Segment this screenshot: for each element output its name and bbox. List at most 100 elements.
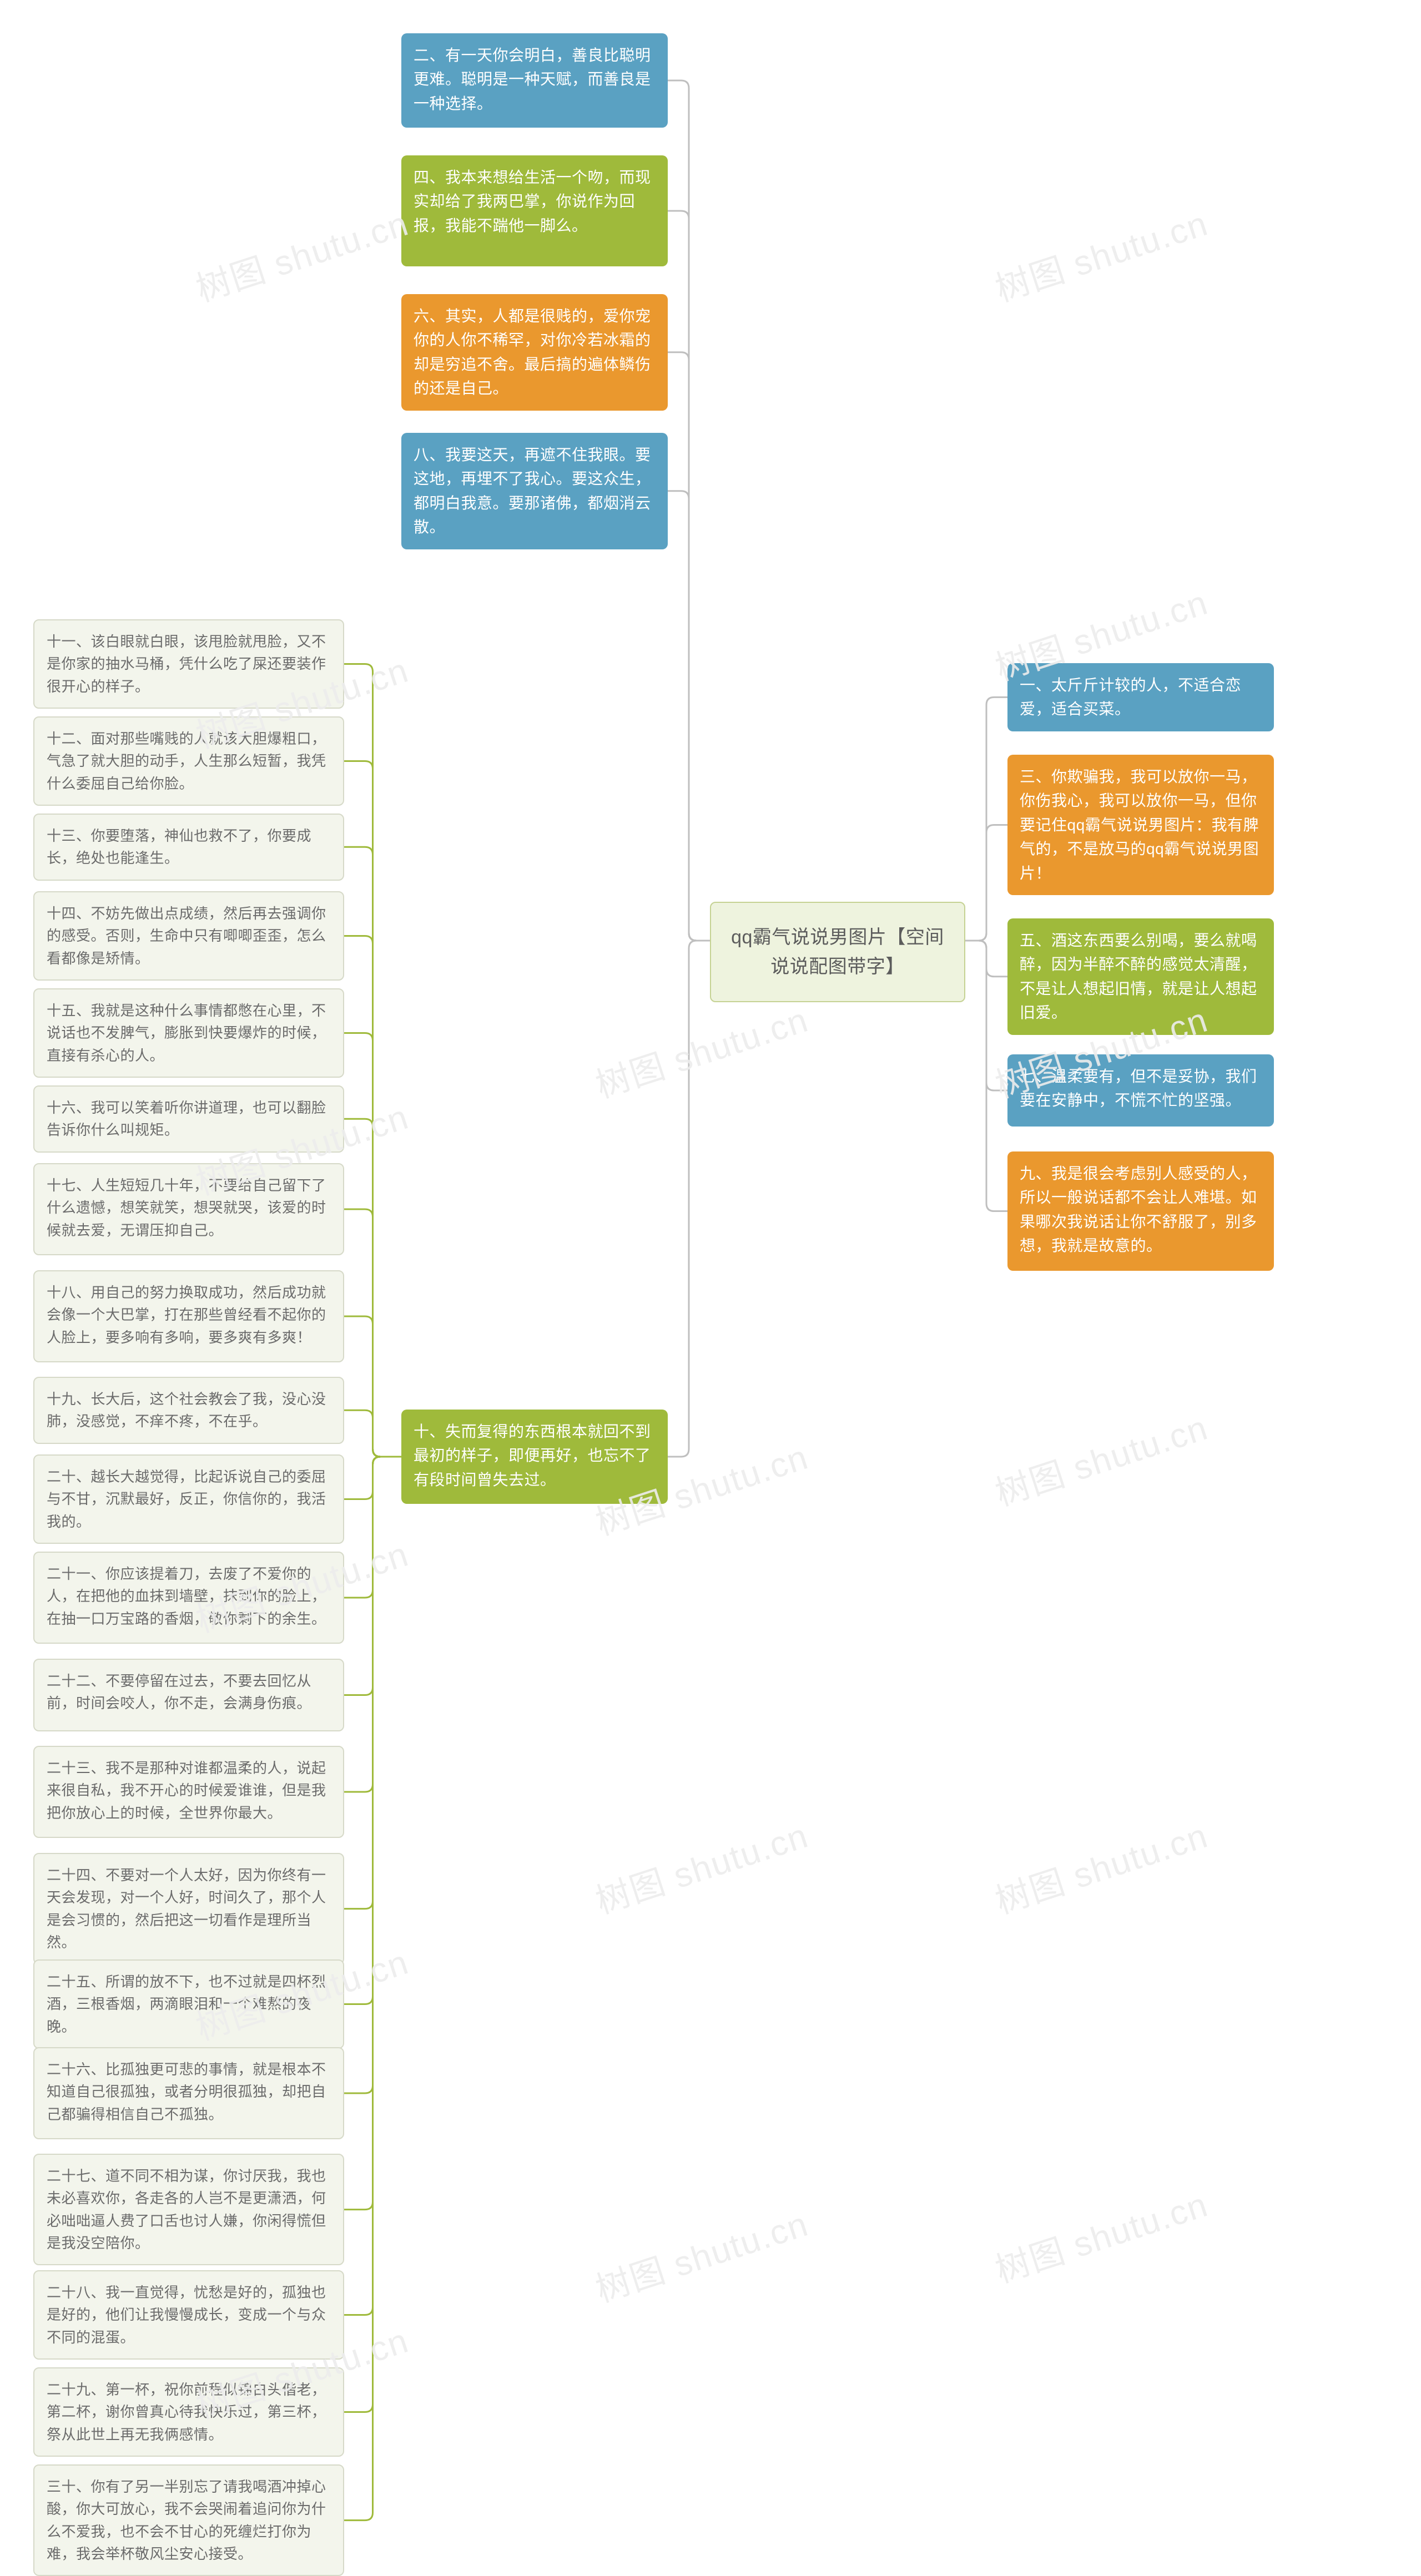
mindmap-leaf-node[interactable]: 十三、你要堕落，神仙也救不了，你要成长，绝处也能逢生。: [33, 814, 344, 881]
node-text: 二十七、道不同不相为谋，你讨厌我，我也未必喜欢你，各走各的人岂不是更潇洒，何必咄…: [47, 2168, 326, 2251]
mindmap-edge: [965, 941, 1007, 977]
mindmap-edge: [344, 761, 401, 1457]
mindmap-edge: [668, 80, 710, 941]
mindmap-edge: [344, 1316, 401, 1457]
mindmap-edge: [965, 941, 1007, 1090]
mindmap-edge: [344, 936, 401, 1457]
node-text: 十四、不妨先做出点成绩，然后再去强调你的感受。否则，生命中只有唧唧歪歪，怎么看都…: [47, 905, 326, 967]
mindmap-leaf-node[interactable]: 二十三、我不是那种对谁都温柔的人，说起来很自私，我不开心的时候爱谁谁，但是我把你…: [33, 1746, 344, 1838]
mindmap-edge: [668, 491, 710, 941]
mindmap-edge: [344, 1457, 401, 1792]
node-text: 二十六、比孤独更可悲的事情，就是根本不知道自己很孤独，或者分明很孤独，却把自己都…: [47, 2061, 326, 2123]
mindmap-leaf-node[interactable]: 二十、越长大越觉得，比起诉说自己的委屈与不甘，沉默最好，反正，你信你的，我活我的…: [33, 1454, 344, 1544]
mindmap-edge: [668, 941, 710, 1457]
node-text: 二十九、第一杯，祝你前程似锦白头偕老，第二杯，谢你曾真心待我快乐过，第三杯，祭从…: [47, 2381, 326, 2443]
mindmap-edge: [344, 1457, 401, 2004]
mindmap-edge: [344, 1457, 401, 1499]
node-text: 四、我本来想给生活一个吻，而现实却给了我两巴掌，你说作为回报，我能不踹他一脚么。: [414, 169, 651, 234]
mindmap-leaf-node[interactable]: 二十七、道不同不相为谋，你讨厌我，我也未必喜欢你，各走各的人岂不是更潇洒，何必咄…: [33, 2154, 344, 2265]
mindmap-branch-node[interactable]: 十、失而复得的东西根本就回不到最初的样子，即便再好，也忘不了有段时间曾失去过。: [401, 1410, 668, 1504]
node-text: 二十四、不要对一个人太好，因为你终有一天会发现，对一个人好，时间久了，那个人是会…: [47, 1867, 326, 1951]
mindmap-edge: [344, 1457, 401, 1695]
mindmap-edge: [344, 1457, 401, 1909]
node-text: 十六、我可以笑着听你讲道理，也可以翻脸告诉你什么叫规矩。: [47, 1099, 326, 1138]
node-text: 十一、该白眼就白眼，该甩脸就甩脸，又不是你家的抽水马桶，凭什么吃了屎还要装作很开…: [47, 633, 326, 695]
mindmap-leaf-node[interactable]: 二十九、第一杯，祝你前程似锦白头偕老，第二杯，谢你曾真心待我快乐过，第三杯，祭从…: [33, 2367, 344, 2457]
mindmap-leaf-node[interactable]: 十七、人生短短几十年，不要给自己留下了什么遗憾，想笑就笑，想哭就哭，该爱的时候就…: [33, 1163, 344, 1255]
mindmap-leaf-node[interactable]: 十四、不妨先做出点成绩，然后再去强调你的感受。否则，生命中只有唧唧歪歪，怎么看都…: [33, 891, 344, 981]
mindmap-leaf-node[interactable]: 十八、用自己的努力换取成功，然后成功就会像一个大巴掌，打在那些曾经看不起你的人脸…: [33, 1270, 344, 1362]
mindmap-branch-node[interactable]: 七、温柔要有，但不是妥协，我们要在安静中，不慌不忙的坚强。: [1007, 1054, 1274, 1127]
mindmap-edge: [965, 697, 1007, 941]
mindmap-leaf-node[interactable]: 十五、我就是这种什么事情都憋在心里，不说话也不发脾气，膨胀到快要爆炸的时候，直接…: [33, 988, 344, 1078]
mindmap-edge: [965, 825, 1007, 941]
watermark: 树图 shutu.cn: [988, 195, 1213, 311]
mindmap-branch-node[interactable]: 四、我本来想给生活一个吻，而现实却给了我两巴掌，你说作为回报，我能不踹他一脚么。: [401, 155, 668, 266]
node-text: 十、失而复得的东西根本就回不到最初的样子，即便再好，也忘不了有段时间曾失去过。: [414, 1423, 651, 1488]
node-text: 十九、长大后，这个社会教会了我，没心没肺，没感觉，不痒不疼，不在乎。: [47, 1391, 326, 1430]
mindmap-leaf-node[interactable]: 十二、面对那些嘴贱的人就该大胆爆粗口，气急了就大胆的动手，人生那么短暂，我凭什么…: [33, 716, 344, 806]
mindmap-edge: [668, 211, 710, 941]
mindmap-leaf-node[interactable]: 十一、该白眼就白眼，该甩脸就甩脸，又不是你家的抽水马桶，凭什么吃了屎还要装作很开…: [33, 619, 344, 709]
mindmap-edge: [344, 1457, 401, 2412]
mindmap-branch-node[interactable]: 一、太斤斤计较的人，不适合恋爱，适合买菜。: [1007, 663, 1274, 731]
watermark: 树图 shutu.cn: [988, 2176, 1213, 2292]
node-text: 一、太斤斤计较的人，不适合恋爱，适合买菜。: [1020, 676, 1241, 718]
mindmap-edge: [965, 941, 1007, 1211]
mindmap-leaf-node[interactable]: 二十六、比孤独更可悲的事情，就是根本不知道自己很孤独，或者分明很孤独，却把自己都…: [33, 2047, 344, 2139]
watermark: 树图 shutu.cn: [988, 1400, 1213, 1515]
mindmap-branch-node[interactable]: 二、有一天你会明白，善良比聪明更难。聪明是一种天赋，而善良是一种选择。: [401, 33, 668, 128]
node-text: 二十五、所谓的放不下，也不过就是四杯烈酒，三根香烟，两滴眼泪和一个难熬的夜晚。: [47, 1973, 326, 2035]
watermark: 树图 shutu.cn: [988, 1807, 1213, 1923]
mindmap-branch-node[interactable]: 三、你欺骗我，我可以放你一马，你伤我心，我可以放你一马，但你要记住qq霸气说说男…: [1007, 755, 1274, 895]
mindmap-edge: [344, 1457, 401, 2210]
mindmap-edge: [344, 1033, 401, 1457]
node-text: 三、你欺骗我，我可以放你一马，你伤我心，我可以放你一马，但你要记住qq霸气说说男…: [1020, 768, 1259, 882]
node-text: 六、其实，人都是很贱的，爱你宠你的人你不稀罕，对你冷若冰霜的却是穷追不舍。最后搞…: [414, 307, 651, 397]
node-text: 十七、人生短短几十年，不要给自己留下了什么遗憾，想笑就笑，想哭就哭，该爱的时候就…: [47, 1177, 326, 1239]
node-text: 三十、你有了另一半别忘了请我喝酒冲掉心酸，你大可放心，我不会哭闹着追问你为什么不…: [47, 2478, 326, 2562]
mindmap-edge: [668, 352, 710, 941]
mindmap-leaf-node[interactable]: 二十八、我一直觉得，忧愁是好的，孤独也是好的，他们让我慢慢成长，变成一个与众不同…: [33, 2270, 344, 2360]
mindmap-leaf-node[interactable]: 二十一、你应该提着刀，去废了不爱你的人，在把他的血抹到墙壁，抹到你的脸上，在抽一…: [33, 1552, 344, 1644]
node-text: 二十八、我一直觉得，忧愁是好的，孤独也是好的，他们让我慢慢成长，变成一个与众不同…: [47, 2284, 326, 2346]
mindmap-branch-node[interactable]: 六、其实，人都是很贱的，爱你宠你的人你不稀罕，对你冷若冰霜的却是穷追不舍。最后搞…: [401, 294, 668, 411]
node-text: 十五、我就是这种什么事情都憋在心里，不说话也不发脾气，膨胀到快要爆炸的时候，直接…: [47, 1002, 326, 1064]
watermark: 树图 shutu.cn: [189, 195, 414, 311]
watermark: 树图 shutu.cn: [588, 992, 814, 1107]
mindmap-branch-node[interactable]: 五、酒这东西要么别喝，要么就喝醉，因为半醉不醉的感觉太清醒，不是让人想起旧情，就…: [1007, 918, 1274, 1035]
node-text: 七、温柔要有，但不是妥协，我们要在安静中，不慌不忙的坚强。: [1020, 1068, 1257, 1109]
mindmap-leaf-node[interactable]: 十九、长大后，这个社会教会了我，没心没肺，没感觉，不痒不疼，不在乎。: [33, 1377, 344, 1444]
mindmap-branch-node[interactable]: 八、我要这天，再遮不住我眼。要这地，再埋不了我心。要这众生，都明白我意。要那诸佛…: [401, 433, 668, 549]
mindmap-edge: [344, 1119, 401, 1457]
node-text: 十八、用自己的努力换取成功，然后成功就会像一个大巴掌，打在那些曾经看不起你的人脸…: [47, 1284, 326, 1346]
mindmap-leaf-node[interactable]: 二十五、所谓的放不下，也不过就是四杯烈酒，三根香烟，两滴眼泪和一个难熬的夜晚。: [33, 1959, 344, 2049]
node-text: 二、有一天你会明白，善良比聪明更难。聪明是一种天赋，而善良是一种选择。: [414, 47, 651, 112]
watermark: 树图 shutu.cn: [588, 2196, 814, 2311]
node-text: qq霸气说说男图片【空间说说配图带字】: [731, 927, 944, 977]
node-text: 五、酒这东西要么别喝，要么就喝醉，因为半醉不醉的感觉太清醒，不是让人想起旧情，就…: [1020, 932, 1257, 1021]
node-text: 二十、越长大越觉得，比起诉说自己的委屈与不甘，沉默最好，反正，你信你的，我活我的…: [47, 1468, 326, 1530]
node-text: 二十一、你应该提着刀，去废了不爱你的人，在把他的血抹到墙壁，抹到你的脸上，在抽一…: [47, 1565, 326, 1627]
node-text: 十二、面对那些嘴贱的人就该大胆爆粗口，气急了就大胆的动手，人生那么短暂，我凭什么…: [47, 730, 326, 792]
mindmap-leaf-node[interactable]: 二十四、不要对一个人太好，因为你终有一天会发现，对一个人好，时间久了，那个人是会…: [33, 1853, 344, 1964]
mindmap-edge: [344, 1457, 401, 2093]
mindmap-leaf-node[interactable]: 二十二、不要停留在过去，不要去回忆从前，时间会咬人，你不走，会满身伤痕。: [33, 1659, 344, 1731]
mindmap-edge: [344, 664, 401, 1457]
node-text: 八、我要这天，再遮不住我眼。要这地，再埋不了我心。要这众生，都明白我意。要那诸佛…: [414, 446, 651, 536]
mindmap-edge: [344, 1410, 401, 1457]
mindmap-root[interactable]: qq霸气说说男图片【空间说说配图带字】: [710, 902, 965, 1002]
mindmap-edge: [344, 1457, 401, 1598]
mindmap-edge: [344, 1209, 401, 1457]
node-text: 二十二、不要停留在过去，不要去回忆从前，时间会咬人，你不走，会满身伤痕。: [47, 1673, 311, 1711]
node-text: 十三、你要堕落，神仙也救不了，你要成长，绝处也能逢生。: [47, 827, 311, 866]
mindmap-leaf-node[interactable]: 十六、我可以笑着听你讲道理，也可以翻脸告诉你什么叫规矩。: [33, 1085, 344, 1153]
node-text: 二十三、我不是那种对谁都温柔的人，说起来很自私，我不开心的时候爱谁谁，但是我把你…: [47, 1760, 326, 1821]
node-text: 九、我是很会考虑别人感受的人，所以一般说话都不会让人难堪。如果哪次我说话让你不舒…: [1020, 1165, 1257, 1254]
mindmap-edge: [344, 847, 401, 1457]
mindmap-edge: [344, 1457, 401, 2315]
mindmap-edge: [344, 1457, 401, 2521]
mindmap-branch-node[interactable]: 九、我是很会考虑别人感受的人，所以一般说话都不会让人难堪。如果哪次我说话让你不舒…: [1007, 1151, 1274, 1271]
mindmap-leaf-node[interactable]: 三十、你有了另一半别忘了请我喝酒冲掉心酸，你大可放心，我不会哭闹着追问你为什么不…: [33, 2464, 344, 2576]
watermark: 树图 shutu.cn: [588, 1807, 814, 1923]
